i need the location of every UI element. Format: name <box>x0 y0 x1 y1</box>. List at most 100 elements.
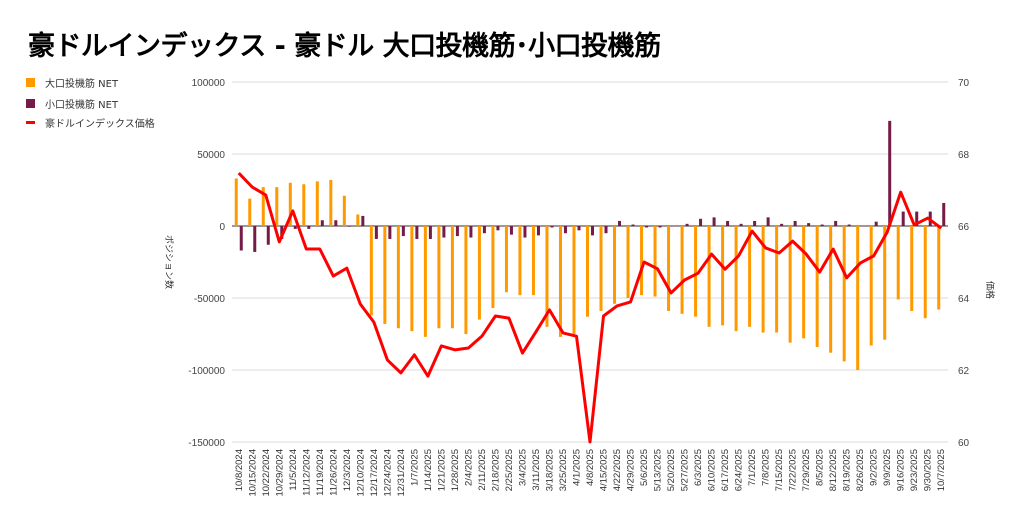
bar-small-speculators <box>239 226 243 251</box>
x-tick: 10/29/2024 <box>274 449 285 497</box>
x-tick: 12/17/2024 <box>369 449 380 497</box>
bar-large-speculators <box>721 226 725 326</box>
y-tick-right: 62 <box>958 366 970 377</box>
legend-label: 豪ドルインデックス価格 <box>45 119 155 130</box>
bar-large-speculators <box>802 226 806 339</box>
bar-small-speculators <box>401 226 405 237</box>
x-tick: 1/14/2025 <box>423 449 434 491</box>
bar-large-speculators <box>248 198 252 226</box>
bar-large-speculators <box>856 226 860 370</box>
y-tick-left: -100000 <box>188 366 225 377</box>
bar-large-speculators <box>396 226 400 329</box>
bar-small-speculators <box>523 226 527 238</box>
x-tick: 6/3/2025 <box>693 449 704 486</box>
bar-small-speculators <box>577 226 581 231</box>
bar-large-speculators <box>275 187 279 226</box>
x-tick: 8/19/2025 <box>842 449 853 491</box>
bar-large-speculators <box>761 226 765 333</box>
bar-large-speculators <box>842 226 846 362</box>
bar-small-speculators <box>915 211 919 226</box>
x-tick: 7/22/2025 <box>788 449 799 491</box>
bar-large-speculators <box>599 226 603 311</box>
bar-large-speculators <box>234 178 238 226</box>
x-tick: 11/26/2024 <box>328 449 339 496</box>
bar-small-speculators <box>766 217 770 226</box>
y-tick-left: -150000 <box>188 438 225 449</box>
x-tick: 9/9/2025 <box>882 449 893 486</box>
chart-title: 豪ドルインデックス - 豪ドル 大口投機筋･小口投機筋 <box>28 31 661 62</box>
bar-small-speculators <box>415 226 419 239</box>
x-tick: 5/6/2025 <box>639 449 650 486</box>
bar-large-speculators <box>694 226 698 317</box>
bar-large-speculators <box>369 226 373 316</box>
bar-small-speculators <box>482 226 486 234</box>
x-tick: 4/1/2025 <box>571 449 582 486</box>
legend-item-large-speculators: 大口投機筋 NET <box>26 75 118 90</box>
y-tick-right: 60 <box>958 438 970 449</box>
x-tick: 10/7/2025 <box>936 449 947 491</box>
bar-large-speculators <box>491 226 495 309</box>
x-tick: 2/4/2025 <box>463 449 474 486</box>
x-tick: 7/29/2025 <box>801 449 812 491</box>
legend-swatch-purple <box>26 99 35 108</box>
bar-small-speculators <box>685 223 689 226</box>
bar-large-speculators <box>464 226 468 334</box>
bar-small-speculators <box>253 226 257 252</box>
x-tick: 10/15/2024 <box>247 449 258 497</box>
bar-small-speculators <box>536 226 540 236</box>
bar-small-speculators <box>604 226 608 234</box>
bar-large-speculators <box>329 179 333 226</box>
bar-large-speculators <box>788 226 792 343</box>
bar-small-speculators <box>847 224 851 226</box>
bar-large-speculators <box>869 226 873 346</box>
legend-item-small-speculators: 小口投機筋 NET <box>26 96 118 111</box>
bar-small-speculators <box>374 226 378 239</box>
y-axis-label-left: ポジション数 <box>163 235 175 289</box>
bar-small-speculators <box>672 226 676 227</box>
bar-small-speculators <box>807 223 811 226</box>
bar-large-speculators <box>288 182 292 226</box>
bar-large-speculators <box>450 226 454 329</box>
bar-large-speculators <box>342 195 346 226</box>
x-tick: 3/11/2025 <box>531 449 542 491</box>
bar-large-speculators <box>937 226 941 310</box>
x-tick: 3/4/2025 <box>517 449 528 486</box>
bar-large-speculators <box>829 226 833 353</box>
bar-small-speculators <box>361 215 365 226</box>
x-tick: 5/20/2025 <box>666 449 677 491</box>
bar-small-speculators <box>861 226 865 227</box>
bar-small-speculators <box>388 226 392 239</box>
x-tick: 1/28/2025 <box>450 449 461 491</box>
bar-small-speculators <box>645 226 649 228</box>
bar-small-speculators <box>726 220 730 226</box>
bar-small-speculators <box>874 221 878 226</box>
x-tick: 4/15/2025 <box>599 449 610 491</box>
bar-large-speculators <box>302 184 306 226</box>
bar-small-speculators <box>293 226 297 229</box>
bar-small-speculators <box>820 224 824 226</box>
bar-small-speculators <box>428 226 432 239</box>
x-tick: 1/7/2025 <box>409 449 420 486</box>
x-tick: 12/3/2024 <box>342 449 353 491</box>
bar-large-speculators <box>734 226 738 332</box>
x-tick: 10/22/2024 <box>261 449 272 497</box>
bar-large-speculators <box>626 226 630 298</box>
x-tick: 12/10/2024 <box>355 449 366 497</box>
legend-label: 小口投機筋 NET <box>45 100 119 111</box>
x-tick: 11/19/2024 <box>315 449 326 496</box>
y-tick-right: 64 <box>958 294 970 305</box>
bar-small-speculators <box>455 226 459 237</box>
bar-large-speculators <box>613 226 617 304</box>
bar-small-speculators <box>320 220 324 226</box>
bar-large-speculators <box>707 226 711 327</box>
x-tick: 5/13/2025 <box>653 449 664 491</box>
bar-small-speculators <box>780 223 784 226</box>
x-tick: 3/18/2025 <box>544 449 555 491</box>
y-tick-left: 100000 <box>192 78 226 89</box>
x-tick: 9/16/2025 <box>896 449 907 491</box>
x-tick: 1/21/2025 <box>436 449 447 491</box>
bar-large-speculators <box>748 226 752 327</box>
x-tick: 7/8/2025 <box>761 449 772 486</box>
x-tick: 11/5/2024 <box>288 449 299 491</box>
